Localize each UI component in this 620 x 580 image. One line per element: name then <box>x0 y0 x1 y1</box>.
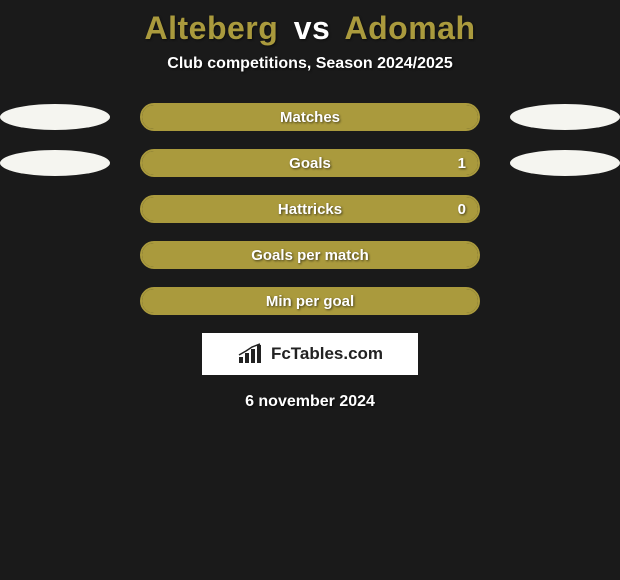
date-text: 6 november 2024 <box>0 393 620 411</box>
player1-name: Alteberg <box>145 10 279 46</box>
vs-text: vs <box>294 10 331 46</box>
stat-row-goals: Goals 1 <box>0 149 620 177</box>
stat-bar: Hattricks 0 <box>140 195 480 223</box>
stat-label: Min per goal <box>266 293 354 310</box>
stat-bar: Min per goal <box>140 287 480 315</box>
stat-label: Goals per match <box>251 247 369 264</box>
right-ellipse <box>510 104 620 130</box>
comparison-title: Alteberg vs Adomah <box>0 0 620 55</box>
logo-text: FcTables.com <box>271 344 383 364</box>
stat-label: Goals <box>289 155 331 172</box>
stat-row-mpg: Min per goal <box>0 287 620 315</box>
player2-name: Adomah <box>344 10 475 46</box>
subtitle: Club competitions, Season 2024/2025 <box>0 55 620 73</box>
stat-row-matches: Matches <box>0 103 620 131</box>
logo-box: FcTables.com <box>202 333 418 375</box>
stat-row-hattricks: Hattricks 0 <box>0 195 620 223</box>
left-ellipse <box>0 150 110 176</box>
stat-row-gpm: Goals per match <box>0 241 620 269</box>
chart-icon <box>237 343 265 365</box>
left-ellipse <box>0 104 110 130</box>
stat-bar: Goals per match <box>140 241 480 269</box>
right-ellipse <box>510 150 620 176</box>
stat-label: Matches <box>280 109 340 126</box>
stat-bar: Matches <box>140 103 480 131</box>
stats-container: Matches Goals 1 Hattricks 0 Goals per ma… <box>0 103 620 315</box>
stat-value: 1 <box>458 155 466 172</box>
stat-value: 0 <box>458 201 466 218</box>
stat-label: Hattricks <box>278 201 342 218</box>
stat-bar: Goals 1 <box>140 149 480 177</box>
